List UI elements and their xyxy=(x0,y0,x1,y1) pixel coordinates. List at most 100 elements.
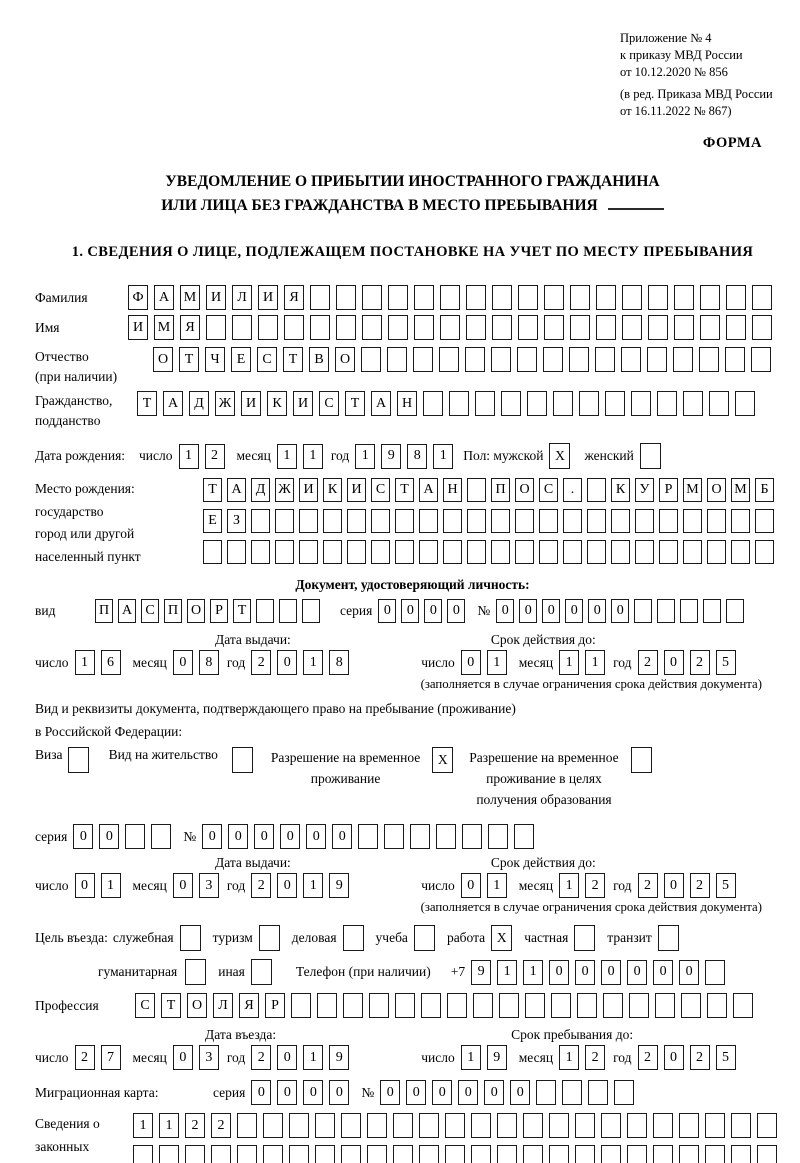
char-cell[interactable] xyxy=(563,540,582,565)
char-cell[interactable]: А xyxy=(118,599,136,624)
char-cell[interactable] xyxy=(413,347,433,373)
char-cell[interactable] xyxy=(362,285,382,311)
char-cell[interactable] xyxy=(467,478,486,503)
char-cell[interactable] xyxy=(315,1145,335,1163)
char-cell[interactable] xyxy=(575,1113,595,1139)
char-cell[interactable] xyxy=(388,315,408,341)
char-cell[interactable]: О xyxy=(707,478,726,503)
char-cell[interactable] xyxy=(358,824,379,850)
char-cell[interactable] xyxy=(251,540,270,565)
char-cell[interactable]: 2 xyxy=(637,1045,658,1071)
char-cell[interactable]: 1 xyxy=(74,650,95,676)
char-cell[interactable]: А xyxy=(371,391,391,417)
char-cell[interactable]: 0 xyxy=(458,1080,479,1106)
char-cell[interactable]: К xyxy=(611,478,630,503)
char-cell[interactable] xyxy=(587,509,606,534)
char-cell[interactable]: 0 xyxy=(565,599,584,624)
char-cell[interactable] xyxy=(603,993,623,1019)
char-cell[interactable]: О xyxy=(187,599,205,624)
char-cell[interactable] xyxy=(410,824,431,850)
char-cell[interactable] xyxy=(726,315,746,341)
char-cell[interactable]: 1 xyxy=(559,873,580,899)
char-cell[interactable]: 0 xyxy=(627,959,648,985)
char-cell[interactable]: И xyxy=(241,391,261,417)
char-cell[interactable]: Т xyxy=(233,599,251,624)
char-cell[interactable] xyxy=(419,1113,439,1139)
char-cell[interactable] xyxy=(705,959,726,985)
char-cell[interactable]: 2 xyxy=(585,873,606,899)
char-cell[interactable]: 1 xyxy=(497,959,518,985)
char-cell[interactable]: 0 xyxy=(510,1080,531,1106)
char-cell[interactable] xyxy=(263,1113,283,1139)
char-cell[interactable] xyxy=(543,347,563,373)
char-cell[interactable] xyxy=(549,1113,569,1139)
char-cell[interactable] xyxy=(336,315,356,341)
checkbox-purpose-study[interactable] xyxy=(413,925,435,952)
char-cell[interactable]: 3 xyxy=(198,1045,219,1071)
char-cell[interactable]: С xyxy=(371,478,390,503)
char-cell[interactable] xyxy=(227,540,246,565)
char-cell[interactable] xyxy=(648,285,668,311)
char-cell[interactable]: 0 xyxy=(251,1080,272,1106)
char-cell[interactable]: 9 xyxy=(329,873,350,899)
char-cell[interactable]: 0 xyxy=(202,824,223,850)
char-cell[interactable] xyxy=(587,478,606,503)
char-cell[interactable] xyxy=(673,347,693,373)
char-cell[interactable]: 0 xyxy=(277,650,298,676)
char-cell[interactable] xyxy=(726,599,745,624)
char-cell[interactable] xyxy=(622,315,642,341)
char-cell[interactable] xyxy=(601,1113,621,1139)
char-cell[interactable] xyxy=(570,285,590,311)
char-cell[interactable]: 0 xyxy=(401,599,420,624)
char-cell[interactable]: 0 xyxy=(254,824,275,850)
char-cell[interactable]: Т xyxy=(161,993,181,1019)
char-cell[interactable] xyxy=(595,347,615,373)
char-cell[interactable] xyxy=(367,1145,387,1163)
char-cell[interactable]: М xyxy=(683,478,702,503)
char-cell[interactable]: 0 xyxy=(663,873,684,899)
char-cell[interactable]: 2 xyxy=(185,1113,205,1139)
char-cell[interactable]: Д xyxy=(251,478,270,503)
char-cell[interactable] xyxy=(488,824,509,850)
char-cell[interactable] xyxy=(462,824,483,850)
char-cell[interactable] xyxy=(733,993,753,1019)
char-cell[interactable]: К xyxy=(267,391,287,417)
char-cell[interactable]: У xyxy=(635,478,654,503)
char-cell[interactable]: Ч xyxy=(205,347,225,373)
char-cell[interactable]: 1 xyxy=(303,1045,324,1071)
char-cell[interactable] xyxy=(421,993,441,1019)
char-cell[interactable] xyxy=(440,315,460,341)
char-cell[interactable] xyxy=(256,599,274,624)
char-cell[interactable] xyxy=(414,315,434,341)
char-cell[interactable] xyxy=(549,1145,569,1163)
char-cell[interactable]: Р xyxy=(210,599,228,624)
char-cell[interactable]: Е xyxy=(231,347,251,373)
char-cell[interactable]: 0 xyxy=(74,873,95,899)
char-cell[interactable] xyxy=(471,1145,491,1163)
checkbox-purpose-work[interactable]: X xyxy=(491,925,513,952)
char-cell[interactable] xyxy=(491,347,511,373)
char-cell[interactable] xyxy=(523,1145,543,1163)
char-cell[interactable] xyxy=(627,1145,647,1163)
char-cell[interactable]: 1 xyxy=(276,443,297,469)
char-cell[interactable] xyxy=(596,285,616,311)
char-cell[interactable] xyxy=(151,824,172,850)
char-cell[interactable] xyxy=(414,285,434,311)
char-cell[interactable] xyxy=(544,285,564,311)
char-cell[interactable] xyxy=(159,1145,179,1163)
checkbox-visa[interactable] xyxy=(67,747,89,774)
checkbox-residence-permit[interactable] xyxy=(231,747,253,774)
char-cell[interactable] xyxy=(674,285,694,311)
char-cell[interactable]: Ф xyxy=(128,285,148,311)
char-cell[interactable]: 0 xyxy=(496,599,515,624)
char-cell[interactable]: 7 xyxy=(100,1045,121,1071)
